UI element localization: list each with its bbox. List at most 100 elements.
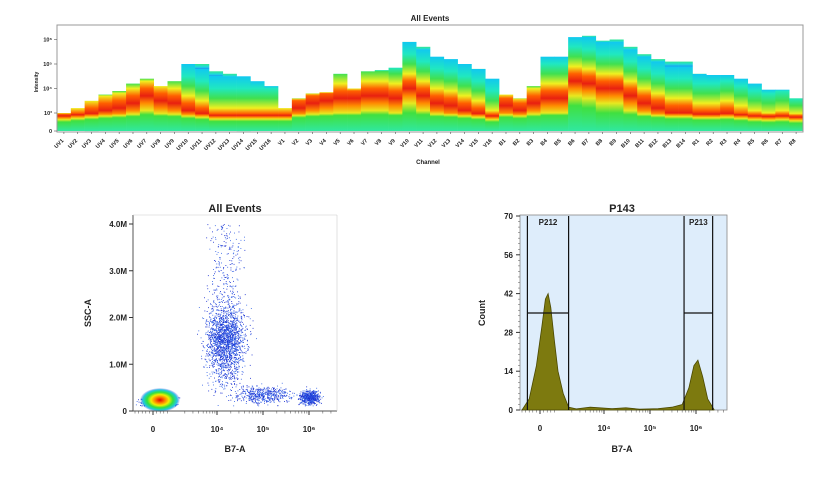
scatter-point (226, 228, 228, 229)
scatter-point (212, 365, 214, 367)
scatter-point (270, 394, 272, 396)
scatter-point (219, 335, 220, 337)
scatter-point (242, 346, 244, 348)
scatter-point (250, 392, 251, 394)
scatter-point (307, 396, 309, 398)
gate-p212[interactable]: P212 (526, 216, 570, 410)
scatter-point (229, 247, 231, 249)
scatter-point (273, 394, 274, 396)
scatter-point (303, 399, 305, 401)
scatter-point (282, 397, 284, 399)
scatter-point (210, 376, 212, 377)
scatter-point (234, 348, 236, 350)
scatter-point (226, 363, 228, 365)
scatter-point (213, 343, 215, 344)
scatter-point (263, 399, 264, 400)
scatter-point (286, 401, 288, 403)
scatter-point (274, 396, 276, 398)
scatter-point (230, 290, 231, 292)
scatter-point (217, 323, 219, 325)
scatter-point (262, 399, 263, 401)
scatter-point (218, 336, 220, 338)
scatter-point (312, 390, 314, 392)
scatter-point (210, 339, 212, 340)
scatter-point (212, 293, 214, 295)
scatter-point (315, 392, 317, 394)
scatter-point (254, 395, 256, 397)
scatter-point (226, 350, 228, 352)
channel-column (98, 94, 113, 131)
scatter-point (309, 400, 311, 402)
scatter-point (309, 393, 311, 395)
scatter-point (222, 324, 224, 325)
scatter-point (215, 338, 217, 339)
scatter-point (310, 397, 312, 398)
channel-column (595, 40, 610, 132)
scatter-point (225, 235, 227, 237)
scatter-point (230, 297, 232, 298)
scatter-point (214, 289, 216, 291)
scatter-point (255, 396, 257, 398)
scatter-point (242, 397, 244, 399)
scatter-point (230, 362, 232, 363)
scatter-point (263, 393, 265, 395)
scatter-point (227, 373, 229, 375)
scatter-point (215, 348, 217, 350)
scatter-point (219, 332, 220, 334)
scatter-point (226, 328, 227, 329)
scatter-point (218, 271, 220, 273)
scatter-point (313, 392, 314, 394)
scatter-point (287, 392, 288, 394)
scatter-point (221, 386, 223, 388)
scatter-point (240, 359, 242, 361)
scatter-point (220, 365, 221, 367)
scatter-point (220, 335, 222, 336)
scatter-point (218, 364, 220, 366)
scatter-point (230, 338, 232, 340)
scatter-point (274, 397, 276, 399)
scatter-point (213, 344, 215, 346)
scatter-point (234, 348, 235, 349)
scatter-point (225, 343, 227, 345)
scatter-point (216, 289, 218, 291)
scatter-point (211, 336, 213, 338)
scatter-point (252, 397, 254, 399)
scatter-point (238, 350, 239, 351)
scatter-point (218, 340, 219, 341)
scatter-point (201, 358, 203, 360)
scatter-point (230, 354, 232, 356)
scatter-point (211, 311, 213, 313)
scatter-point (286, 401, 288, 403)
scatter-point (278, 399, 279, 401)
scatter-point (268, 390, 270, 391)
scatter-point (224, 342, 226, 344)
scatter-point (230, 334, 232, 336)
scatter-point (236, 341, 238, 343)
scatter-point (231, 348, 233, 349)
channel-label: B7 (581, 138, 590, 147)
scatter-point (221, 277, 223, 279)
scatter-point (237, 326, 239, 328)
channel-column (195, 64, 210, 131)
scatter-point (273, 399, 275, 401)
scatter-point (278, 398, 280, 400)
scatter-point (227, 307, 229, 309)
gate-p213[interactable]: P213 (683, 216, 714, 410)
scatter-point (241, 322, 243, 323)
scatter-point (223, 315, 225, 317)
scatter-point (208, 334, 210, 336)
scatter-point (217, 337, 218, 339)
scatter-point (230, 389, 231, 391)
scatter-point (245, 333, 246, 335)
scatter-point (215, 339, 217, 341)
scatter-point (234, 360, 236, 362)
scatter-point (283, 393, 285, 395)
scatter-point (239, 394, 241, 396)
scatter-point (208, 390, 210, 392)
scatter-point (220, 376, 222, 378)
scatter-point (252, 390, 254, 392)
scatter-point (205, 364, 207, 366)
scatter-point (256, 395, 258, 397)
scatter-point (221, 340, 222, 342)
scatter-point (211, 357, 213, 358)
